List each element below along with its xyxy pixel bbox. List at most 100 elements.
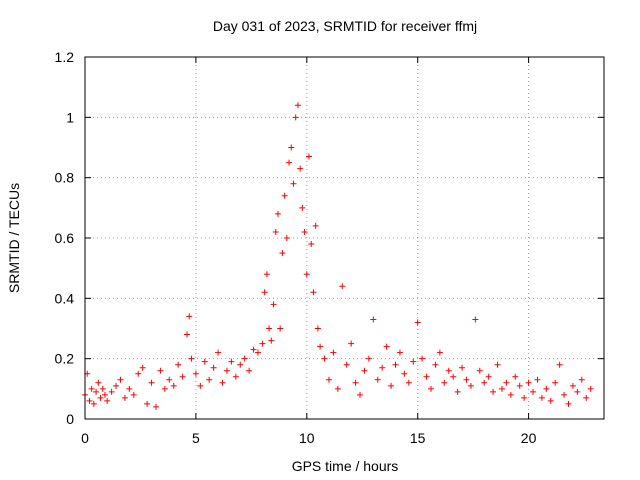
y-tick-label: 1 (66, 109, 74, 125)
data-point (175, 361, 182, 368)
data-point (583, 394, 590, 401)
data-point (270, 301, 277, 308)
data-point (117, 376, 124, 383)
data-point (294, 102, 301, 109)
data-point (301, 228, 308, 235)
data-point (250, 346, 257, 353)
data-points (82, 102, 594, 410)
data-point (485, 373, 492, 380)
data-point (450, 373, 457, 380)
data-point (476, 367, 483, 374)
x-tick-label: 0 (81, 430, 89, 446)
data-point (186, 313, 193, 320)
data-point (472, 316, 479, 323)
data-point (561, 391, 568, 398)
data-point (223, 367, 230, 374)
data-point (219, 379, 226, 386)
data-point (379, 364, 386, 371)
data-point (261, 289, 268, 296)
data-point (290, 180, 297, 187)
data-point (357, 391, 364, 398)
data-point (215, 349, 222, 356)
data-point (308, 241, 315, 248)
data-point (507, 391, 514, 398)
data-point (279, 250, 286, 257)
data-point (303, 271, 310, 278)
data-point (281, 192, 288, 199)
data-point (206, 376, 213, 383)
data-point (121, 394, 128, 401)
y-axis-label: SRMTID / TECUs (6, 183, 22, 293)
x-axis-label: GPS time / hours (292, 458, 399, 474)
data-point (263, 271, 270, 278)
data-point (419, 355, 426, 362)
data-point (494, 361, 501, 368)
data-point (152, 403, 159, 410)
data-point (130, 391, 137, 398)
data-point (543, 385, 550, 392)
data-point (286, 159, 293, 166)
data-point (99, 385, 106, 392)
y-tick-label: 0.4 (55, 290, 75, 306)
data-point (410, 358, 417, 365)
data-point (201, 358, 208, 365)
data-point (547, 397, 554, 404)
data-point (166, 376, 173, 383)
data-point (135, 370, 142, 377)
data-point (241, 355, 248, 362)
gridlines (85, 57, 604, 419)
data-point (272, 228, 279, 235)
chart-title: Day 031 of 2023, SRMTID for receiver ffm… (213, 18, 477, 34)
data-point (266, 325, 273, 332)
data-point (512, 373, 519, 380)
data-point (297, 165, 304, 172)
x-tick-label: 10 (299, 430, 315, 446)
data-point (310, 289, 317, 296)
data-point (383, 343, 390, 350)
data-point (530, 388, 537, 395)
data-point (521, 394, 528, 401)
data-point (312, 222, 319, 229)
data-point (161, 385, 168, 392)
data-point (516, 382, 523, 389)
data-point (441, 379, 448, 386)
data-point (157, 367, 164, 374)
data-point (574, 388, 581, 395)
data-point (481, 379, 488, 386)
data-point (292, 114, 299, 121)
data-point (237, 361, 244, 368)
data-point (144, 400, 151, 407)
data-point (255, 349, 261, 356)
data-point (432, 361, 439, 368)
data-point (317, 343, 324, 350)
data-point (184, 331, 191, 338)
y-tick-label: 0 (66, 411, 74, 427)
data-point (365, 355, 372, 362)
data-point (259, 340, 266, 347)
data-point (86, 397, 93, 404)
data-point (498, 385, 505, 392)
data-point (321, 355, 328, 362)
data-point (330, 349, 337, 356)
data-point (170, 382, 177, 389)
ticks: 0 0.2 0.4 0.6 0.8 1 1.2 0 5 10 15 20 (55, 49, 604, 446)
data-point (139, 364, 146, 371)
data-point (90, 400, 97, 407)
data-point (232, 373, 239, 380)
data-point (274, 210, 281, 217)
data-point (306, 153, 313, 160)
data-point (343, 361, 350, 368)
data-point (569, 382, 576, 389)
data-point (268, 337, 275, 344)
y-tick-label: 0.2 (55, 351, 75, 367)
data-point (552, 379, 559, 386)
data-point (587, 385, 594, 392)
data-point (97, 394, 104, 401)
data-point (578, 376, 585, 383)
y-tick-label: 0.8 (55, 170, 75, 186)
x-tick-label: 5 (192, 430, 200, 446)
data-point (396, 349, 403, 356)
data-point (463, 376, 470, 383)
data-point (348, 340, 355, 347)
